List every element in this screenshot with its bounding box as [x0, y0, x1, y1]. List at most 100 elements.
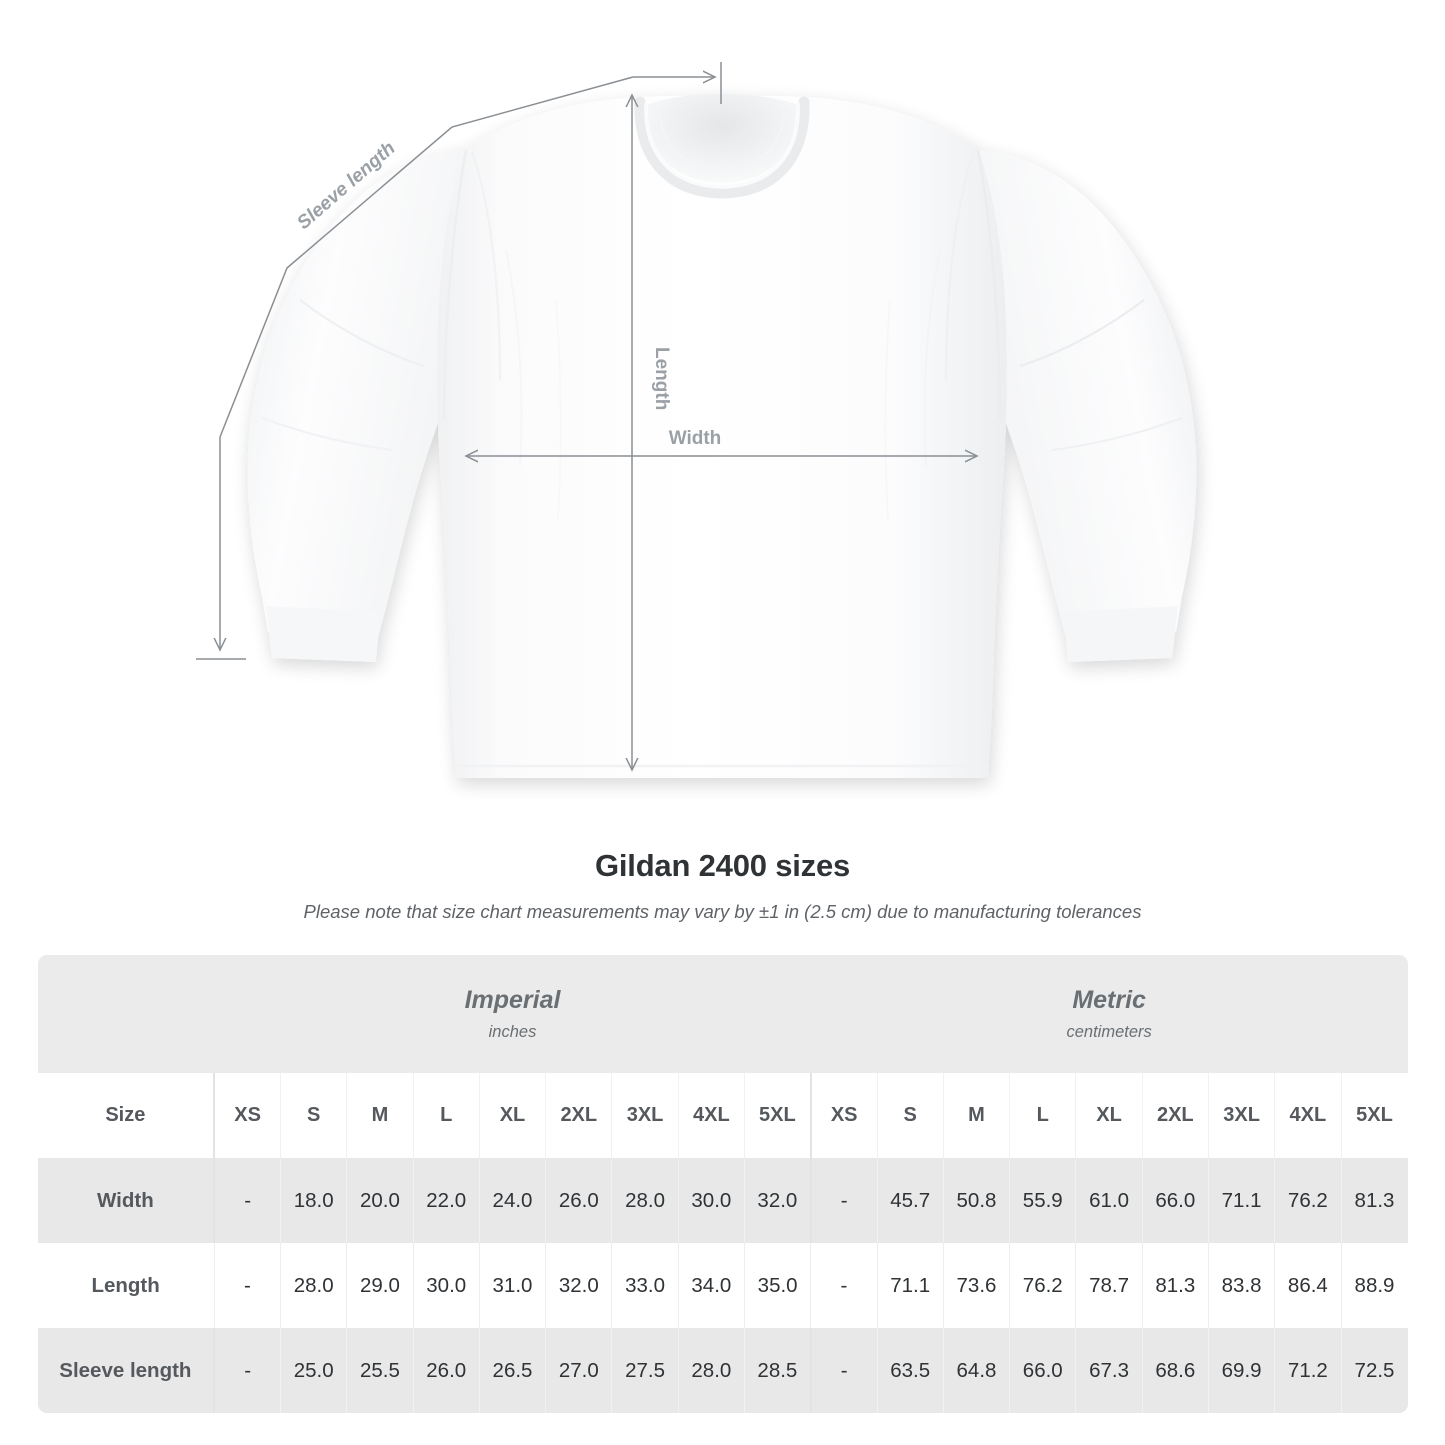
neck-opening [647, 94, 797, 183]
cell-length-metric-xs: - [810, 1243, 878, 1328]
cell-sleeve-imperial-xs: - [213, 1328, 281, 1413]
measurement-guides [196, 62, 977, 770]
cell-length-imperial-s: 28.0 [280, 1243, 347, 1328]
title-block: Gildan 2400 sizes Please note that size … [0, 830, 1445, 923]
cell-length-metric-5xl: 88.9 [1340, 1243, 1408, 1328]
size-header-imperial-s: S [280, 1073, 347, 1159]
cell-sleeve-imperial-5xl: 28.5 [743, 1328, 811, 1413]
cell-length-metric-xl: 78.7 [1075, 1243, 1143, 1328]
cell-sleeve-imperial-l: 26.0 [412, 1328, 480, 1413]
cell-sleeve-imperial-s: 25.0 [280, 1328, 347, 1413]
cell-length-metric-4xl: 86.4 [1274, 1243, 1342, 1328]
cell-width-metric-xs: - [809, 1158, 878, 1243]
left-armhole-seam [442, 149, 468, 421]
cell-sleeve-imperial-xl: 26.5 [478, 1328, 546, 1413]
cell-width-metric-3xl: 71.1 [1207, 1158, 1275, 1243]
cell-width-imperial-4xl: 30.0 [677, 1158, 745, 1243]
fold-right-b [884, 299, 891, 521]
size-header-row: Size XS S M L XL 2XL 3XL 4XL 5XL XS S M … [37, 1073, 1408, 1159]
cell-sleeve-metric-l: 66.0 [1009, 1328, 1076, 1413]
right-sleeve [966, 150, 1197, 638]
cell-length-imperial-m: 29.0 [346, 1243, 414, 1328]
cell-length-imperial-xs: - [213, 1243, 281, 1328]
left-sleeve-fold-a [299, 299, 425, 368]
fold-left-b [555, 299, 562, 521]
right-shoulder-seam [944, 151, 976, 381]
row-label-sleeve-length: Sleeve length [37, 1328, 215, 1413]
cell-width-imperial-3xl: 28.0 [611, 1158, 679, 1243]
garment-diagram-svg: Sleeve length Length Width [196, 62, 1197, 778]
size-header-imperial-m: M [346, 1073, 414, 1159]
cell-length-metric-3xl: 83.8 [1207, 1243, 1275, 1328]
cell-length-imperial-3xl: 33.0 [611, 1243, 679, 1328]
size-header-imperial-l: L [412, 1073, 480, 1159]
cell-length-imperial-4xl: 34.0 [677, 1243, 745, 1328]
cell-width-imperial-s: 18.0 [280, 1158, 347, 1243]
left-shoulder-seam [470, 151, 502, 381]
group-unit-imperial: inches [488, 1023, 537, 1042]
size-header-metric-s: S [876, 1073, 944, 1159]
cell-length-metric-l: 76.2 [1009, 1243, 1076, 1328]
length-label: Length [651, 347, 672, 410]
left-sleeve-fold-b [261, 417, 393, 451]
width-label: Width [669, 428, 722, 449]
page-title: Gildan 2400 sizes [594, 848, 851, 883]
cell-width-metric-xl: 61.0 [1075, 1158, 1143, 1243]
cell-length-metric-s: 71.1 [876, 1243, 944, 1328]
group-header-metric: Metric centimeters [810, 955, 1408, 1073]
cell-length-imperial-l: 30.0 [412, 1243, 480, 1328]
fold-right-a [923, 249, 941, 467]
cell-width-imperial-m: 20.0 [346, 1158, 414, 1243]
size-header-metric-l: L [1009, 1073, 1076, 1159]
cell-sleeve-imperial-m: 25.5 [346, 1328, 414, 1413]
size-column-label: Size [37, 1073, 215, 1159]
cell-width-imperial-xs: - [213, 1158, 281, 1243]
cell-length-metric-2xl: 81.3 [1141, 1243, 1209, 1328]
page-subtitle: Please note that size chart measurements… [303, 901, 1142, 922]
cell-width-imperial-5xl: 32.0 [743, 1158, 811, 1243]
table-row: Width - 18.0 20.0 22.0 24.0 26.0 28.0 30… [37, 1158, 1408, 1243]
unit-group-header-row: Imperial inches Metric centimeters [37, 955, 1408, 1073]
sleeve-length-diagonal [219, 76, 634, 438]
size-header-imperial-4xl: 4XL [677, 1073, 745, 1159]
cell-length-metric-m: 73.6 [942, 1243, 1010, 1328]
cell-width-metric-4xl: 76.2 [1274, 1158, 1342, 1243]
cell-width-metric-2xl: 66.0 [1141, 1158, 1209, 1243]
garment-body [437, 95, 1007, 778]
garment-diagram: Sleeve length Length Width [196, 62, 1197, 778]
cell-width-imperial-2xl: 26.0 [545, 1158, 612, 1243]
cell-sleeve-imperial-4xl: 28.0 [677, 1328, 745, 1413]
neck-tape [659, 111, 785, 170]
size-header-imperial-3xl: 3XL [611, 1073, 679, 1159]
cell-sleeve-metric-xs: - [809, 1328, 878, 1413]
table-row: Sleeve length - 25.0 25.5 26.0 26.5 27.0… [37, 1328, 1408, 1413]
cell-sleeve-metric-5xl: 72.5 [1340, 1328, 1408, 1413]
size-table: Imperial inches Metric centimeters Size … [37, 955, 1408, 1413]
group-header-imperial: Imperial inches [214, 955, 811, 1073]
size-header-imperial-2xl: 2XL [545, 1073, 612, 1159]
size-header-metric-2xl: 2XL [1141, 1073, 1209, 1159]
right-armhole-seam [976, 149, 1002, 421]
row-label-width: Width [37, 1158, 215, 1243]
right-sleeve-fold-a [1019, 299, 1145, 368]
group-name-imperial: Imperial [464, 985, 561, 1014]
right-sleeve-fold-b [1051, 417, 1183, 451]
cell-sleeve-metric-3xl: 69.9 [1207, 1328, 1275, 1413]
size-table-container: Imperial inches Metric centimeters Size … [37, 955, 1408, 1413]
collar-rib [634, 96, 810, 199]
cell-width-imperial-xl: 24.0 [478, 1158, 546, 1243]
left-cuff [266, 606, 380, 662]
cell-width-imperial-l: 22.0 [412, 1158, 480, 1243]
garment-illustration [247, 94, 1197, 778]
size-header-imperial-xl: XL [478, 1073, 546, 1159]
size-header-metric-xl: XL [1075, 1073, 1143, 1159]
row-label-length: Length [37, 1243, 215, 1328]
group-unit-metric: centimeters [1066, 1023, 1152, 1042]
table-row: Length - 28.0 29.0 30.0 31.0 32.0 33.0 3… [37, 1243, 1408, 1328]
collar-rib-highlight [644, 102, 800, 189]
cell-sleeve-metric-2xl: 68.6 [1141, 1328, 1209, 1413]
cell-length-imperial-xl: 31.0 [478, 1243, 546, 1328]
cell-width-metric-l: 55.9 [1009, 1158, 1076, 1243]
cell-width-metric-m: 50.8 [942, 1158, 1010, 1243]
right-cuff [1064, 606, 1178, 662]
